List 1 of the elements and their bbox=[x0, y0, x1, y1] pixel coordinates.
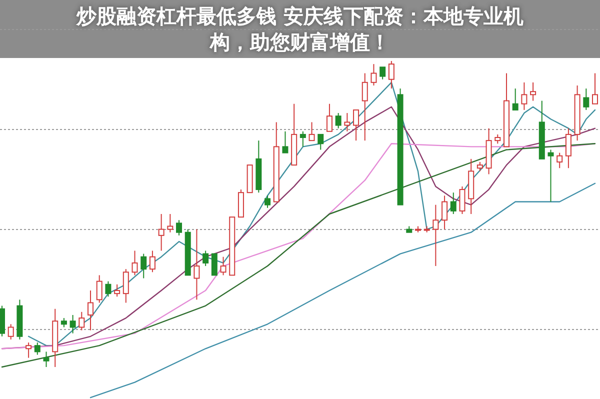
chart-title: 炒股融资杠杆最低多钱 安庆线下配资：本地专业机构，助您财富增值！ bbox=[75, 3, 524, 55]
